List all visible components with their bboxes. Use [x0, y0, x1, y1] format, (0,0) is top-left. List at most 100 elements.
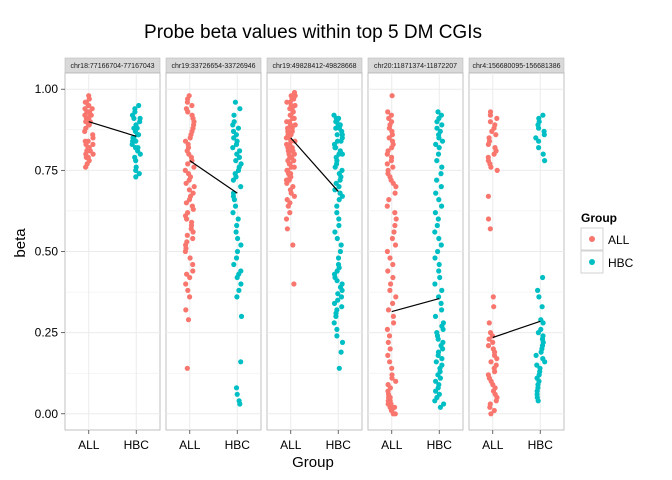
- data-point-hbc: [335, 255, 342, 261]
- data-point-hbc: [336, 365, 342, 371]
- data-point-hbc: [231, 197, 237, 203]
- data-point-hbc: [337, 248, 343, 255]
- data-point-hbc: [432, 229, 438, 235]
- data-point-all: [488, 411, 494, 417]
- facet-panel: chr18:77166704-77167043 ALL HBC: [64, 57, 161, 452]
- data-point-hbc: [334, 333, 340, 339]
- data-point-hbc: [237, 106, 243, 112]
- data-point-all: [283, 216, 290, 222]
- y-tick-label: 0.25: [35, 326, 59, 340]
- data-point-hbc: [432, 255, 438, 261]
- data-point-hbc: [437, 274, 443, 281]
- data-point-all: [392, 210, 398, 216]
- data-point-all: [489, 128, 495, 134]
- data-point-all: [488, 164, 494, 170]
- data-point-hbc: [433, 359, 439, 365]
- data-point-hbc: [435, 109, 441, 115]
- data-point-hbc: [434, 222, 440, 229]
- data-point-all: [389, 132, 395, 138]
- data-point-all: [182, 248, 188, 255]
- data-point-hbc: [438, 300, 444, 306]
- data-point-hbc: [331, 300, 338, 306]
- y-tick-label: 0.00: [35, 407, 59, 421]
- x-tick-label: ALL: [280, 438, 302, 452]
- data-point-hbc: [435, 352, 441, 358]
- data-point-hbc: [440, 346, 446, 352]
- data-point-hbc: [440, 326, 446, 332]
- data-point-hbc: [230, 210, 236, 216]
- data-point-hbc: [339, 339, 346, 345]
- data-point-all: [389, 365, 395, 371]
- data-point-all: [191, 164, 197, 170]
- data-point-all: [385, 339, 391, 345]
- data-point-hbc: [136, 102, 142, 109]
- data-point-all: [389, 93, 395, 99]
- data-point-hbc: [231, 112, 237, 118]
- data-point-all: [291, 96, 297, 102]
- data-point-hbc: [436, 294, 442, 300]
- data-point-hbc: [436, 268, 442, 274]
- data-point-all: [485, 193, 491, 199]
- data-point-hbc: [335, 297, 341, 303]
- data-point-hbc: [238, 281, 244, 287]
- data-point-hbc: [236, 154, 242, 160]
- data-point-hbc: [432, 281, 438, 287]
- legend-label: ALL: [608, 233, 630, 247]
- data-point-hbc: [238, 242, 244, 248]
- y-axis: 0.00 0.25 0.50 0.75 1.00: [35, 82, 65, 421]
- data-point-hbc: [234, 222, 240, 229]
- data-point-all: [185, 161, 191, 167]
- data-point-all: [187, 135, 193, 141]
- data-point-all: [190, 261, 196, 268]
- data-point-hbc: [534, 362, 540, 368]
- data-point-all: [183, 281, 189, 287]
- data-point-all: [391, 229, 397, 235]
- data-point-hbc: [333, 313, 339, 319]
- data-point-hbc: [435, 216, 441, 222]
- data-point-hbc: [334, 326, 340, 332]
- data-point-all: [390, 274, 396, 281]
- data-point-hbc: [439, 307, 445, 313]
- data-point-all: [493, 398, 499, 404]
- data-point-hbc: [535, 287, 541, 293]
- data-point-all: [494, 167, 500, 173]
- data-point-hbc: [234, 391, 240, 397]
- data-point-hbc: [536, 138, 542, 144]
- data-point-hbc: [542, 359, 548, 365]
- data-point-all: [389, 145, 395, 151]
- data-point-hbc: [433, 388, 439, 394]
- data-point-hbc: [333, 125, 339, 131]
- data-point-hbc: [336, 197, 342, 203]
- data-point-all: [284, 226, 290, 232]
- data-point-all: [187, 294, 193, 300]
- data-point-hbc: [432, 398, 438, 404]
- x-axis-title: Group: [292, 454, 334, 471]
- data-point-all: [386, 333, 393, 339]
- data-point-hbc: [437, 404, 443, 410]
- data-point-hbc: [233, 229, 239, 235]
- data-point-hbc: [434, 158, 440, 164]
- data-point-hbc: [541, 132, 547, 138]
- data-point-all: [187, 255, 193, 261]
- data-point-all: [486, 336, 492, 342]
- data-point-all: [285, 203, 291, 209]
- data-point-all: [393, 184, 399, 190]
- data-point-hbc: [439, 164, 445, 170]
- data-point-all: [384, 161, 390, 167]
- data-point-hbc: [438, 184, 444, 190]
- data-point-hbc: [335, 291, 341, 297]
- data-point-all: [82, 128, 88, 134]
- data-point-hbc: [535, 330, 542, 336]
- y-axis-title: beta: [12, 228, 29, 258]
- data-point-hbc: [439, 356, 445, 362]
- data-point-all: [485, 343, 492, 349]
- data-point-all: [385, 109, 391, 115]
- data-point-hbc: [439, 287, 445, 293]
- data-point-hbc: [439, 203, 445, 209]
- data-point-hbc: [536, 294, 542, 300]
- data-point-all: [389, 375, 395, 381]
- data-point-all: [393, 294, 399, 300]
- data-point-hbc: [437, 375, 443, 381]
